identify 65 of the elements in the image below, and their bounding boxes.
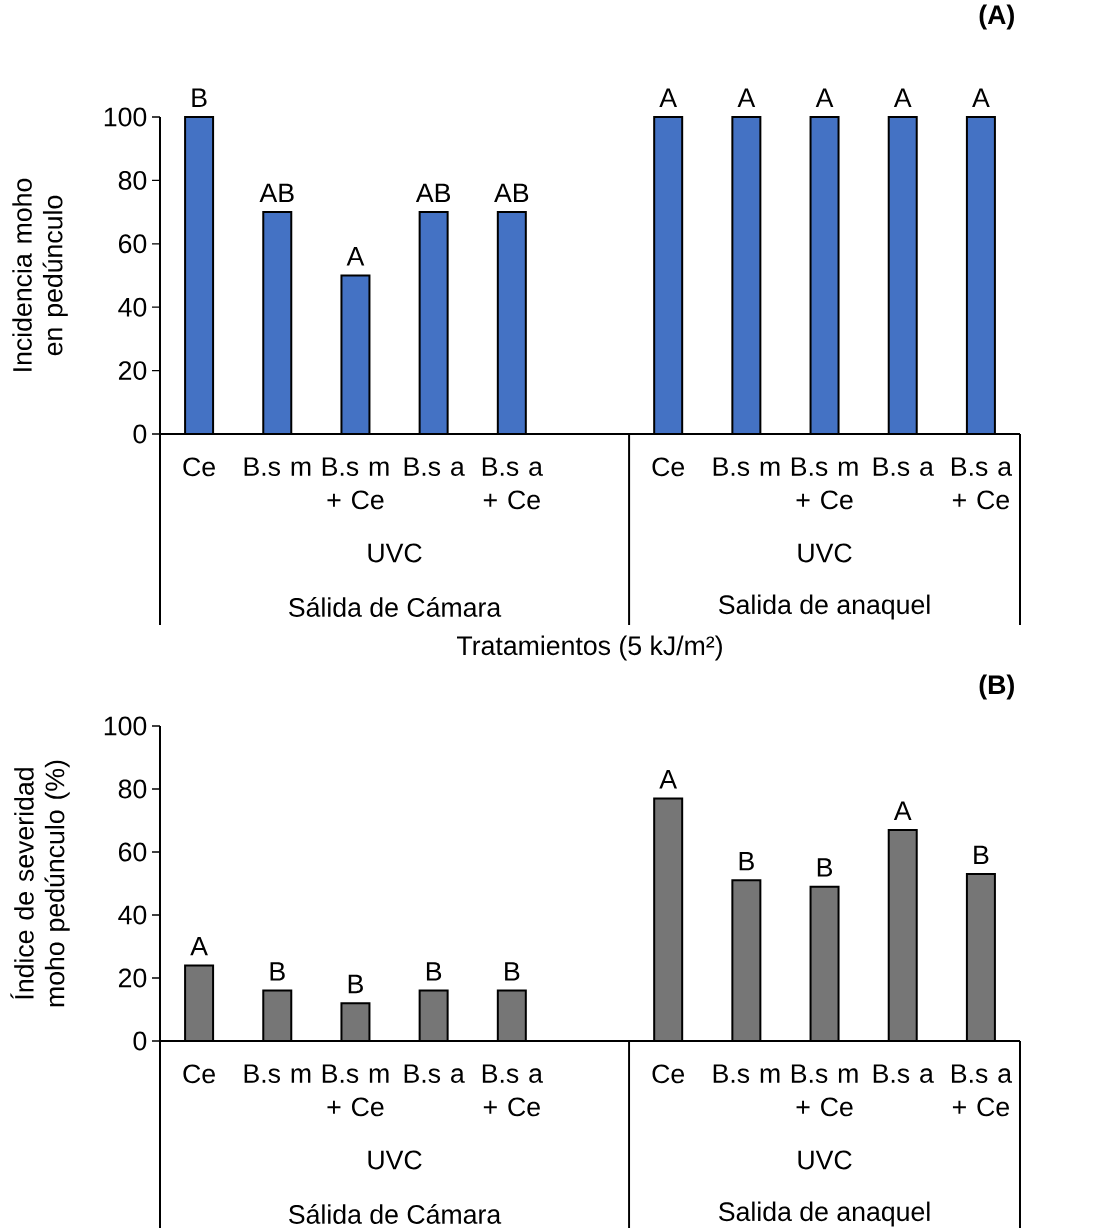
x-tick-label: Ce bbox=[652, 457, 685, 477]
text: UVC bbox=[368, 1150, 422, 1170]
x-tick-label: B.s m bbox=[244, 457, 311, 476]
y-tick-label: 80 bbox=[118, 779, 147, 799]
x-tick-label: B.s a + Ce bbox=[951, 457, 1013, 510]
text: UVC bbox=[798, 1150, 852, 1170]
y-axis-title: Índice de severidad moho pedúnculo (%) bbox=[10, 760, 70, 1007]
text: Salida de anaquel bbox=[719, 594, 930, 620]
y-tick-label: 0 bbox=[133, 424, 147, 444]
text: Sálida de Cámara bbox=[289, 597, 502, 617]
data-label: B bbox=[505, 962, 520, 981]
x-tick-label: Ce bbox=[652, 1064, 685, 1084]
y-tick-label: 80 bbox=[118, 170, 147, 190]
y-tick-label: 40 bbox=[118, 297, 147, 317]
x-tick-label: Ce bbox=[183, 1064, 215, 1084]
data-label: A bbox=[659, 770, 678, 789]
text: Salida de anaquel bbox=[719, 1201, 930, 1227]
y-tick-label: 20 bbox=[118, 968, 147, 988]
data-label: A bbox=[190, 937, 208, 956]
data-label: AB bbox=[259, 183, 294, 203]
y-tick-label: 60 bbox=[118, 842, 147, 862]
data-label: AB bbox=[415, 183, 451, 203]
y-axis-title: Incidencia moho en pedúnculo bbox=[12, 178, 68, 371]
data-label: A bbox=[659, 88, 678, 107]
data-label: A bbox=[893, 88, 912, 107]
text: UVC bbox=[368, 543, 422, 563]
x-tick-label: B.s a bbox=[873, 1064, 934, 1083]
data-label: A bbox=[346, 247, 365, 266]
data-label: A bbox=[815, 88, 834, 107]
y-tick-label: 60 bbox=[118, 234, 147, 254]
x-tick-label: B.s a + Ce bbox=[482, 457, 543, 510]
data-label: A bbox=[737, 88, 756, 107]
data-label: B bbox=[270, 962, 285, 981]
y-tick-label: 20 bbox=[118, 361, 147, 381]
x-tick-label: B.s a + Ce bbox=[482, 1064, 543, 1117]
y-tick-label: 100 bbox=[104, 107, 147, 127]
data-label: A bbox=[972, 88, 990, 107]
y-tick-label: 40 bbox=[118, 905, 147, 925]
x-tick-label: B.s a bbox=[404, 457, 465, 476]
data-label: A bbox=[893, 801, 912, 820]
x-tick-label: B.s m bbox=[713, 1064, 780, 1083]
x-tick-label: B.s a bbox=[873, 457, 934, 476]
y-tick-label: 0 bbox=[133, 1031, 147, 1051]
chart-title: (A) bbox=[979, 4, 1014, 30]
text: UVC bbox=[798, 543, 852, 563]
y-tick-label: 100 bbox=[104, 716, 147, 736]
data-label: AB bbox=[494, 183, 529, 203]
x-tick-label: B.s m bbox=[713, 457, 780, 476]
text: Sálida de Cámara bbox=[289, 1204, 502, 1224]
data-label: B bbox=[739, 851, 754, 871]
x-tick-label: B.s a + Ce bbox=[951, 1064, 1013, 1117]
x-tick-label: B.s m + Ce bbox=[791, 1064, 858, 1117]
x-axis-title: Tratamientos (5 kJ/m²) bbox=[457, 635, 722, 661]
x-tick-label: B.s m + Ce bbox=[322, 1064, 389, 1117]
chart-title: (B) bbox=[979, 674, 1014, 700]
x-tick-label: B.s m bbox=[244, 1064, 311, 1083]
x-tick-label: B.s m + Ce bbox=[791, 457, 858, 510]
data-label: B bbox=[817, 858, 833, 877]
x-tick-label: B.s a bbox=[404, 1064, 465, 1083]
x-tick-label: Ce bbox=[183, 457, 215, 477]
data-label: B bbox=[974, 845, 989, 864]
data-label: B bbox=[348, 974, 363, 994]
x-tick-label: B.s m + Ce bbox=[322, 457, 389, 510]
data-label: B bbox=[426, 962, 442, 981]
data-label: B bbox=[192, 88, 207, 107]
